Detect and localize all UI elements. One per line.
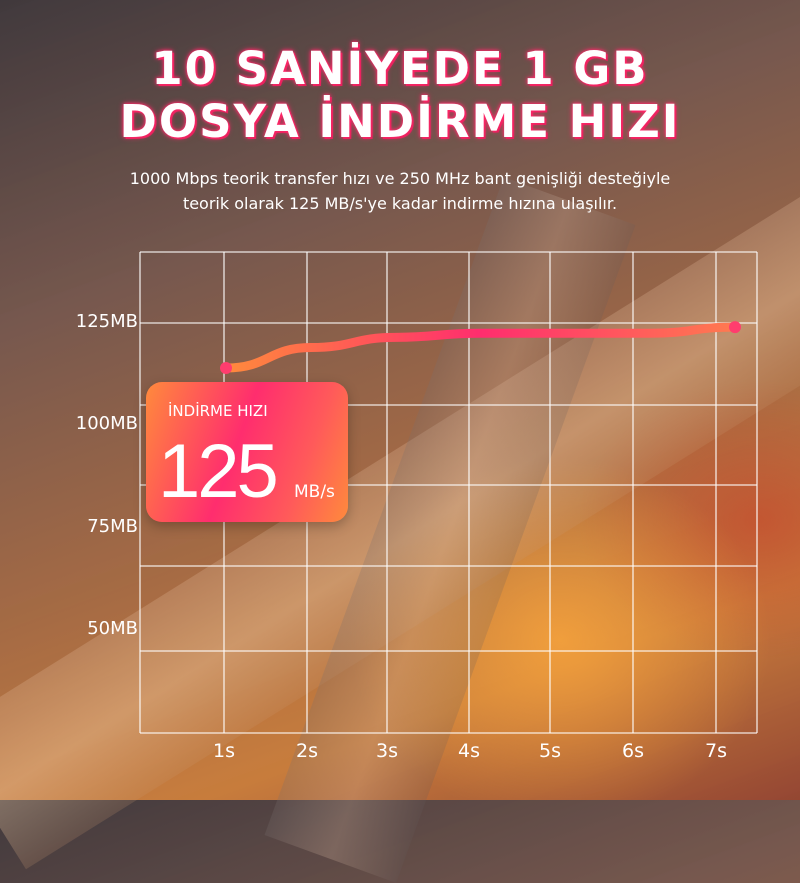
card-value: 125	[158, 429, 279, 514]
data-point	[220, 362, 232, 375]
subtitle-line1: 1000 Mbps teorik transfer hızı ve 250 MH…	[129, 169, 671, 188]
x-tick-label: 7s	[705, 740, 727, 762]
y-tick-label: 125MB	[75, 311, 138, 332]
x-tick-label: 2s	[296, 740, 318, 762]
y-tick-label: 50MB	[87, 618, 138, 639]
download-speed-card: İNDİRME HIZI 125 MB/s	[146, 382, 348, 522]
x-tick-label: 1s	[213, 740, 235, 762]
card-unit: MB/s	[294, 482, 335, 502]
x-tick-label: 4s	[458, 740, 480, 762]
x-tick-label: 6s	[622, 740, 644, 762]
speed-chart	[139, 251, 758, 734]
page-title-line1: 10 SANİYEDE 1 GB	[151, 42, 649, 95]
subtitle-line2: teorik olarak 125 MB/s'ye kadar indirme …	[182, 194, 618, 213]
y-tick-label: 100MB	[75, 413, 138, 435]
card-label: İNDİRME HIZI	[168, 402, 268, 420]
x-tick-label: 5s	[539, 740, 561, 762]
speed-line	[221, 322, 740, 373]
y-tick-label: 75MB	[87, 515, 138, 537]
data-point	[729, 321, 741, 334]
page-title-line2: DOSYA İNDİRME HIZI	[119, 95, 681, 148]
x-tick-label: 3s	[376, 740, 398, 762]
